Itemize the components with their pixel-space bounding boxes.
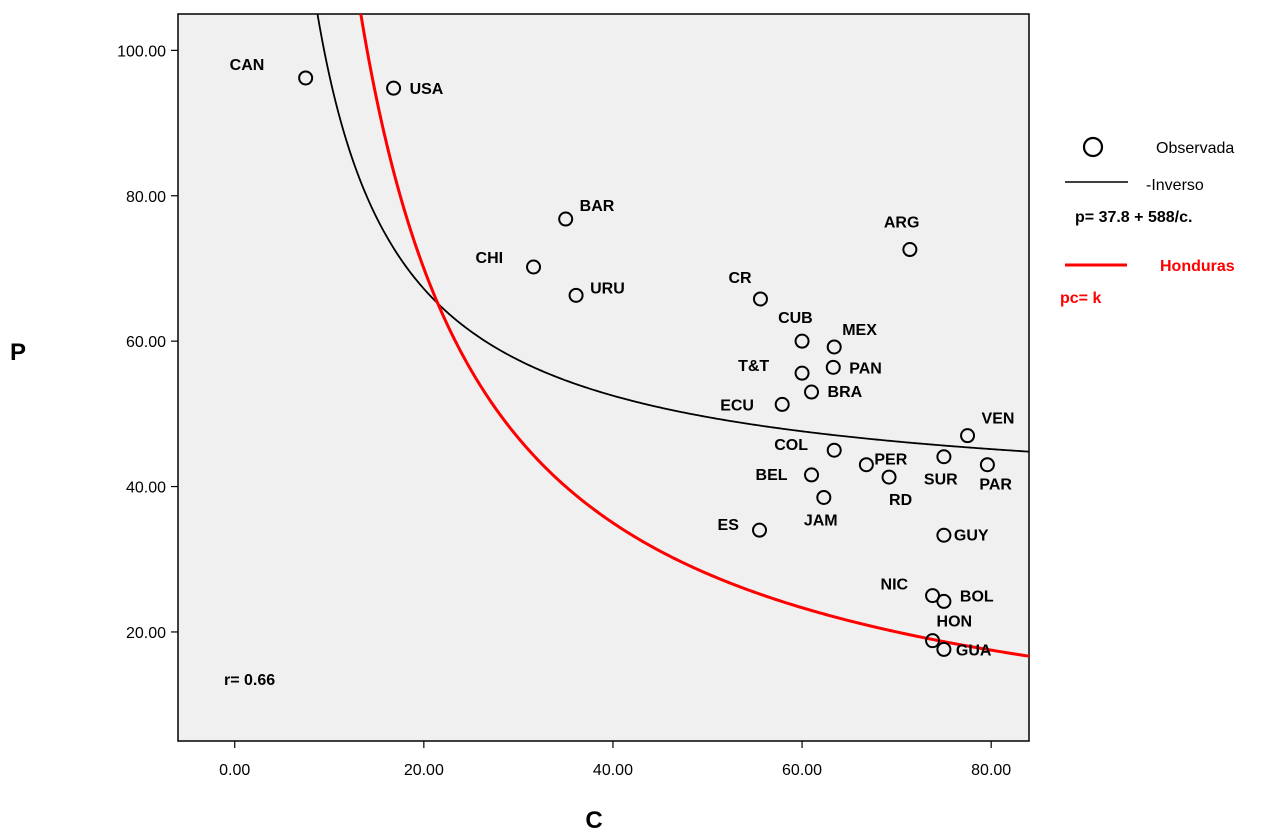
point-label: COL: [774, 437, 808, 454]
point-label: VEN: [982, 411, 1015, 428]
curves: [316, 14, 1029, 658]
annotation-r: r= 0.66: [224, 672, 275, 689]
fit-curve-inverso: [316, 14, 1029, 453]
point-label: ES: [718, 517, 740, 534]
y-tick-label: 80.00: [126, 189, 166, 206]
point-marker: [881, 469, 897, 485]
point-label: PAR: [979, 477, 1012, 494]
point-label: BOL: [960, 588, 994, 605]
point-label: BRA: [828, 384, 863, 401]
point-label: ECU: [720, 397, 754, 414]
point-label: T&T: [738, 358, 769, 375]
legend-inverse-label: -Inverso: [1146, 177, 1204, 194]
point-label: GUY: [954, 527, 989, 544]
point-marker: [558, 211, 574, 227]
point-marker: [902, 242, 918, 258]
point-label: NIC: [881, 577, 909, 594]
plot-area: [177, 13, 1030, 742]
point-marker: [794, 333, 810, 349]
point-marker: [936, 641, 952, 657]
point-label: URU: [590, 280, 625, 297]
point-label: USA: [410, 81, 444, 98]
point-marker: [298, 70, 314, 86]
x-tick-label: 40.00: [593, 762, 633, 779]
legend: Observada -Inverso p= 37.8 + 588/c. Hond…: [1060, 136, 1235, 307]
y-axis-label: P: [10, 339, 26, 366]
x-tick-label: 20.00: [404, 762, 444, 779]
point-marker: [568, 287, 584, 303]
legend-honduras-label: Honduras: [1160, 258, 1235, 275]
point-marker: [774, 396, 790, 412]
point-label: CUB: [778, 310, 813, 327]
point-label: PAN: [849, 360, 882, 377]
point-label: SUR: [924, 472, 958, 489]
point-label: HON: [937, 614, 973, 631]
point-marker: [526, 259, 542, 275]
y-tick-label: 60.00: [126, 334, 166, 351]
legend-observed-label: Observada: [1156, 140, 1234, 157]
x-tick-label: 80.00: [971, 762, 1011, 779]
y-tick-label: 20.00: [126, 625, 166, 642]
legend-observed-marker: [1082, 136, 1104, 158]
data-points: CAN USA BAR CHI URU ARG CR CUB MEX T&T PAN ECU BRA VE…: [230, 57, 1015, 659]
point-marker: [804, 384, 820, 400]
point-marker: [826, 442, 842, 458]
point-marker: [936, 593, 952, 609]
y-tick-label: 100.00: [117, 43, 166, 60]
legend-honduras-formula: pc= k: [1060, 290, 1101, 307]
axes: 0.00 20.00 40.00 60.00 80.00 20.00 40.00 60.00 8…: [117, 43, 1011, 779]
point-marker: [794, 365, 810, 381]
point-marker: [925, 588, 941, 604]
point-marker: [936, 527, 952, 543]
x-tick-label: 0.00: [219, 762, 250, 779]
point-label: CAN: [230, 57, 265, 74]
x-tick-label: 60.00: [782, 762, 822, 779]
y-tick-label: 40.00: [126, 480, 166, 497]
point-marker: [804, 467, 820, 483]
point-label: GUA: [956, 642, 992, 659]
point-label: JAM: [804, 512, 838, 529]
point-marker: [752, 522, 768, 538]
point-marker: [858, 457, 874, 473]
point-marker: [936, 449, 952, 465]
x-axis-label: C: [585, 807, 602, 830]
point-label: BAR: [580, 198, 615, 215]
point-marker: [826, 339, 842, 355]
point-marker: [979, 457, 995, 473]
point-marker: [816, 489, 832, 505]
point-label: PER: [874, 452, 907, 469]
point-label: BEL: [756, 467, 788, 484]
point-marker: [960, 428, 976, 444]
legend-inverse-formula: p= 37.8 + 588/c.: [1075, 209, 1192, 226]
point-label: MEX: [842, 322, 877, 339]
curve-honduras: [359, 14, 1029, 658]
point-marker: [825, 359, 841, 375]
point-marker: [925, 633, 941, 649]
point-label: CR: [728, 270, 752, 287]
point-label: ARG: [884, 215, 920, 232]
point-marker: [752, 291, 768, 307]
point-marker: [386, 80, 402, 96]
point-label: CHI: [476, 250, 504, 267]
point-label: RD: [889, 492, 912, 509]
